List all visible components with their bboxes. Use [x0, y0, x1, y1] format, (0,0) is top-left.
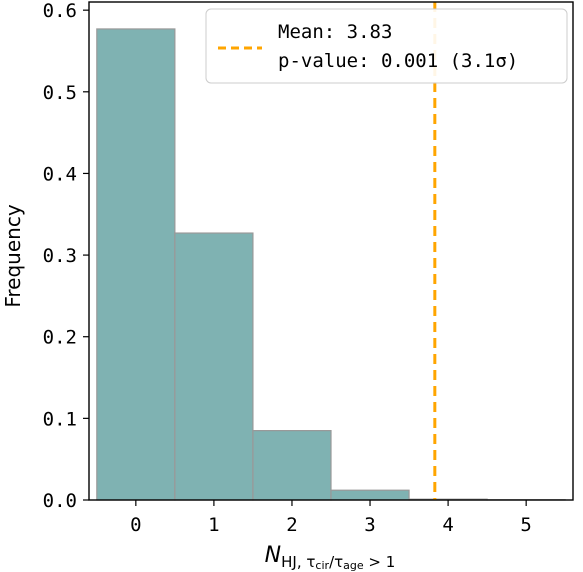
- x-tick-label-4: 4: [442, 514, 453, 536]
- x-axis-ticks: 0 1 2 3 4 5: [130, 500, 532, 536]
- bar-0: [96, 28, 176, 501]
- y-tick-label-0.5: 0.5: [43, 82, 77, 104]
- x-axis-title: NHJ, τcir/τage > 1: [265, 543, 396, 572]
- y-tick-label-0.0: 0.0: [43, 490, 77, 512]
- x-tick-label-2: 2: [286, 514, 297, 536]
- x-tick-label-1: 1: [208, 514, 219, 536]
- legend-entry-mean: Mean: 3.83: [278, 21, 392, 43]
- y-axis-title: Frequency: [1, 204, 25, 307]
- y-tick-label-0.6: 0.6: [43, 0, 77, 22]
- x-tick-label-0: 0: [130, 514, 141, 536]
- x-tick-label-5: 5: [520, 514, 531, 536]
- bars-group: [96, 28, 566, 501]
- y-tick-label-0.2: 0.2: [43, 327, 77, 349]
- y-tick-label-0.3: 0.3: [43, 245, 77, 267]
- y-axis-ticks: 0.0 0.1 0.2 0.3 0.4 0.5 0.6: [43, 0, 89, 512]
- legend-box: [205, 8, 568, 84]
- bar-2: [252, 430, 332, 501]
- legend: Mean: 3.83 p-value: 0.001 (3.1σ): [205, 8, 568, 84]
- y-tick-label-0.1: 0.1: [43, 408, 77, 430]
- x-tick-label-3: 3: [364, 514, 375, 536]
- y-tick-label-0.4: 0.4: [43, 163, 77, 185]
- bar-3: [330, 489, 410, 501]
- plot-frame: [88, 1, 574, 501]
- legend-entry-pvalue: p-value: 0.001 (3.1σ): [278, 50, 518, 72]
- bar-1: [174, 232, 254, 501]
